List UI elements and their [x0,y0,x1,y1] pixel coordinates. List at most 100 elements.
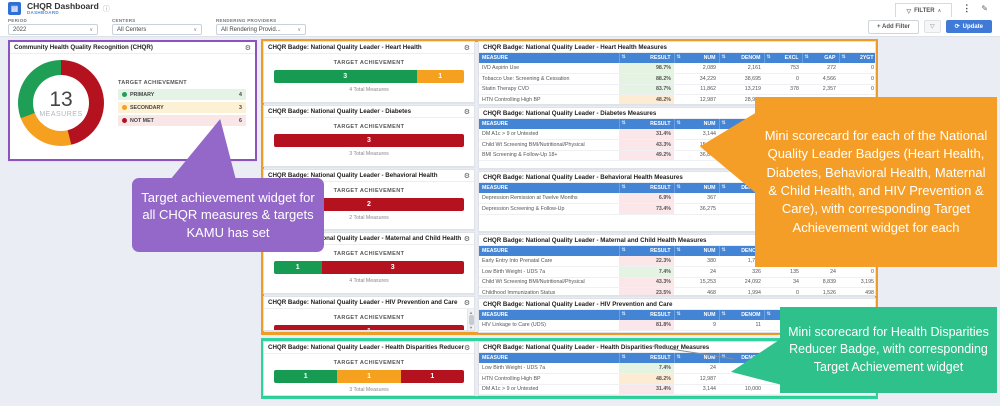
table-row[interactable]: Low Birth Weight - UDS 7a 7.4% 24 326 135 24 0 [479,266,875,278]
value-cell: 11 [719,320,764,331]
gear-icon[interactable]: ⚙ [463,344,471,352]
sort-icon[interactable]: ⇅ [721,354,726,360]
rendering-providers-select[interactable]: All Rendering Provid... ∨ [216,24,306,35]
table-title: CHQR Badge: National Quality Leader - Ma… [479,235,875,246]
sort-icon[interactable]: ⇅ [766,311,771,317]
column-header-result[interactable]: ⇅ RESULT [619,119,675,129]
gear-icon[interactable]: ⚙ [463,299,470,307]
sort-icon[interactable]: ⇅ [621,120,626,126]
gear-icon[interactable]: ⚙ [463,235,470,243]
table-row[interactable]: IVD Aspirin Use 98.7% 2,089 2,161 753 272 0 [479,63,875,74]
legend-row-primary[interactable]: PRIMARY 4 [118,89,246,100]
result-cell: 49.2% [619,150,674,161]
sort-icon[interactable]: ⇅ [721,184,726,190]
gear-icon[interactable]: ⚙ [463,172,470,180]
value-cell: 1,526 [802,287,839,295]
sort-icon[interactable]: ⇅ [676,247,681,253]
info-icon[interactable]: ⓘ [102,5,110,13]
column-header-num[interactable]: ⇅ NUM [674,246,720,256]
measure-name: Low Birth Weight - UDS 7a [479,266,619,278]
purple-annotation-callout: Target achievement widget for all CHQR m… [132,178,324,252]
sort-icon[interactable]: ⇅ [621,247,626,253]
sort-icon[interactable]: ⇅ [721,120,726,126]
column-header-num[interactable]: ⇅ NUM [674,310,720,320]
column-header-num[interactable]: ⇅ NUM [674,53,720,63]
scroll-down-icon[interactable]: ▼ [469,325,473,330]
target-achievement-bar[interactable]: 1 [274,325,464,330]
legend-row-not-met[interactable]: NOT MET 6 [118,115,246,126]
result-cell: 48.2% [619,94,674,104]
sort-icon[interactable]: ⇅ [676,54,681,60]
scroll-up-icon[interactable]: ▲ [469,310,473,315]
column-header-denom[interactable]: ⇅DENOM [719,53,765,63]
sort-icon[interactable]: ⇅ [804,54,809,60]
sort-icon[interactable]: ⇅ [721,54,726,60]
sort-icon[interactable]: ⇅ [621,311,626,317]
column-header-measure[interactable]: MEASURE [479,119,620,129]
kebab-menu-icon[interactable]: ⋮ [962,3,972,13]
column-header-measure[interactable]: MEASURE [479,246,620,256]
column-header-result[interactable]: ⇅ RESULT [619,183,675,193]
bar-segment-green: 3 [274,70,417,83]
column-header-measure[interactable]: MEASURE [479,310,620,320]
table-row[interactable]: Child Wt Screening BMI/Nutritional/Physi… [479,277,875,288]
column-header-num[interactable]: ⇅ NUM [674,353,720,363]
sort-icon[interactable]: ⇅ [676,184,681,190]
column-header-num[interactable]: ⇅ NUM [674,183,720,193]
legend-row-secondary[interactable]: SECONDARY 3 [118,102,246,113]
gear-icon[interactable]: ⚙ [463,108,470,116]
centers-select[interactable]: All Centers ∨ [112,24,202,35]
column-header-measure[interactable]: MEASURE [479,53,620,63]
sort-icon[interactable]: ⇅ [621,54,626,60]
sort-icon[interactable]: ⇅ [621,184,626,190]
column-header-result[interactable]: ⇅ RESULT [619,53,675,63]
value-cell: 11,862 [674,84,719,95]
edit-icon[interactable]: ✎ [981,4,988,13]
column-header-result[interactable]: ⇅ RESULT [619,310,675,320]
column-header-result[interactable]: ⇅ RESULT [619,246,675,256]
value-cell: 24 [802,266,839,278]
measures-table-widget: CHQR Badge: National Quality Leader - Ma… [478,234,876,296]
update-button[interactable]: ⟳ Update [945,20,992,33]
target-achievement-bar[interactable]: 3 [274,134,464,147]
legend-value: 6 [239,117,242,124]
gear-icon[interactable]: ⚙ [244,44,251,52]
sort-icon[interactable]: ⇅ [841,54,846,60]
column-header-gap[interactable]: ⇅GAP [802,53,840,63]
column-header-excl[interactable]: ⇅EXCL [764,53,803,63]
measures-donut-chart[interactable]: 13 MEASURES [18,60,104,146]
scroll-thumb[interactable] [468,315,474,325]
table-row[interactable]: Childhood Immunization Status 23.5% 468 1,9… [479,287,875,295]
add-filter-button[interactable]: + Add Filter [868,19,919,34]
sort-icon[interactable]: ⇅ [721,247,726,253]
sort-icon[interactable]: ⇅ [676,311,681,317]
clear-filter-button[interactable]: ▽ [924,20,941,33]
column-header-denom[interactable]: ⇅DENOM [719,310,765,320]
column-header-measure[interactable]: MEASURE [479,183,620,193]
widget-scrollbar[interactable]: ▲ ▼ [467,309,474,330]
period-select[interactable]: 2022 ∨ [8,24,98,35]
page-subtitle: DASHBOARD [27,10,59,15]
table-row[interactable]: Statin Therapy CVD 83.7% 11,862 13,219 378 2,… [479,84,875,95]
table-row[interactable]: Tobacco Use: Screening & Cessation 88.2% 3… [479,73,875,85]
column-header-result[interactable]: ⇅ RESULT [619,353,675,363]
sort-icon[interactable]: ⇅ [676,120,681,126]
legend-label: PRIMARY [130,91,155,98]
target-achievement-label: TARGET ACHIEVEMENT [333,315,405,321]
column-header-measure[interactable]: MEASURE [479,353,620,363]
column-header-2ygt[interactable]: ⇅2YGT [839,53,875,63]
sort-icon[interactable]: ⇅ [621,354,626,360]
value-cell [719,203,764,215]
value-cell: 12,987 [674,94,719,104]
filter-toggle-button[interactable]: ▽ FILTER ∧ [895,3,953,18]
sort-icon[interactable]: ⇅ [766,54,771,60]
sort-icon[interactable]: ⇅ [676,354,681,360]
value-cell: 498 [839,287,875,295]
target-achievement-label: TARGET ACHIEVEMENT [333,124,405,130]
gear-icon[interactable]: ⚙ [463,44,470,52]
column-header-num[interactable]: ⇅ NUM [674,119,720,129]
sort-icon[interactable]: ⇅ [721,311,726,317]
